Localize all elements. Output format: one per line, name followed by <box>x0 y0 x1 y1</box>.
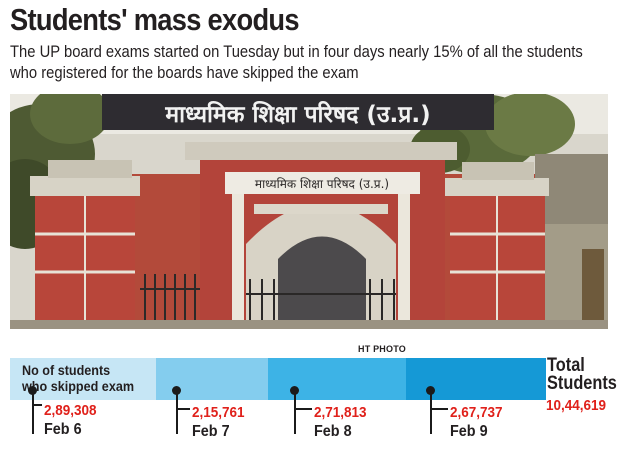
date-feb9: Feb 9 <box>450 423 488 440</box>
count-feb6: 2,89,308 <box>44 402 97 419</box>
headline: Students' mass exodus <box>10 2 300 37</box>
leader-tick-feb6 <box>32 404 42 406</box>
gate-sign-text: माध्यमिक शिक्षा परिषद (उ.प्र.) <box>255 177 389 191</box>
bar-label-line2: who skipped exam <box>22 378 135 394</box>
count-feb9: 2,67,737 <box>450 404 503 421</box>
marker-dot-feb7 <box>172 386 181 395</box>
subheadline: The UP board exams started on Tuesday bu… <box>10 42 583 82</box>
count-feb8: 2,71,813 <box>314 404 367 421</box>
date-feb6: Feb 6 <box>44 421 82 438</box>
leader-tick-feb7 <box>176 408 190 410</box>
leader-tick-feb8 <box>294 408 312 410</box>
bar-segment-feb8 <box>268 358 406 400</box>
marker-dot-feb8 <box>290 386 299 395</box>
total-label-line2: Students <box>547 373 617 394</box>
leader-line-feb7 <box>176 394 178 434</box>
total-label: Total Students <box>547 355 624 394</box>
news-photo: माध्यमिक शिक्षा परिषद (उ.प्र.) माध् <box>10 94 608 329</box>
pillar-right <box>445 162 549 329</box>
sign-main-text: माध्यमिक शिक्षा परिषद (उ.प्र.) <box>164 100 430 128</box>
leader-line-feb9 <box>430 394 432 434</box>
leader-line-feb8 <box>294 394 296 434</box>
bar-label: No of students who skipped exam <box>22 362 148 394</box>
photo-credit: HT PHOTO <box>358 344 406 354</box>
total-value: 10,44,619 <box>546 397 607 414</box>
count-feb7: 2,15,761 <box>192 404 245 421</box>
marker-dot-feb6 <box>28 386 37 395</box>
bar-label-line1: No of students <box>22 362 111 378</box>
pillar-left <box>30 160 140 329</box>
total-label-line1: Total <box>547 355 585 376</box>
building-illustration: माध्यमिक शिक्षा परिषद (उ.प्र.) माध् <box>10 94 608 329</box>
leader-tick-feb9 <box>430 408 448 410</box>
date-feb8: Feb 8 <box>314 423 352 440</box>
marker-dot-feb9 <box>426 386 435 395</box>
leader-line-feb6 <box>32 394 34 434</box>
gate-building: माध्यमिक शिक्षा परिषद (उ.प्र.) <box>185 142 457 329</box>
date-feb7: Feb 7 <box>192 423 230 440</box>
